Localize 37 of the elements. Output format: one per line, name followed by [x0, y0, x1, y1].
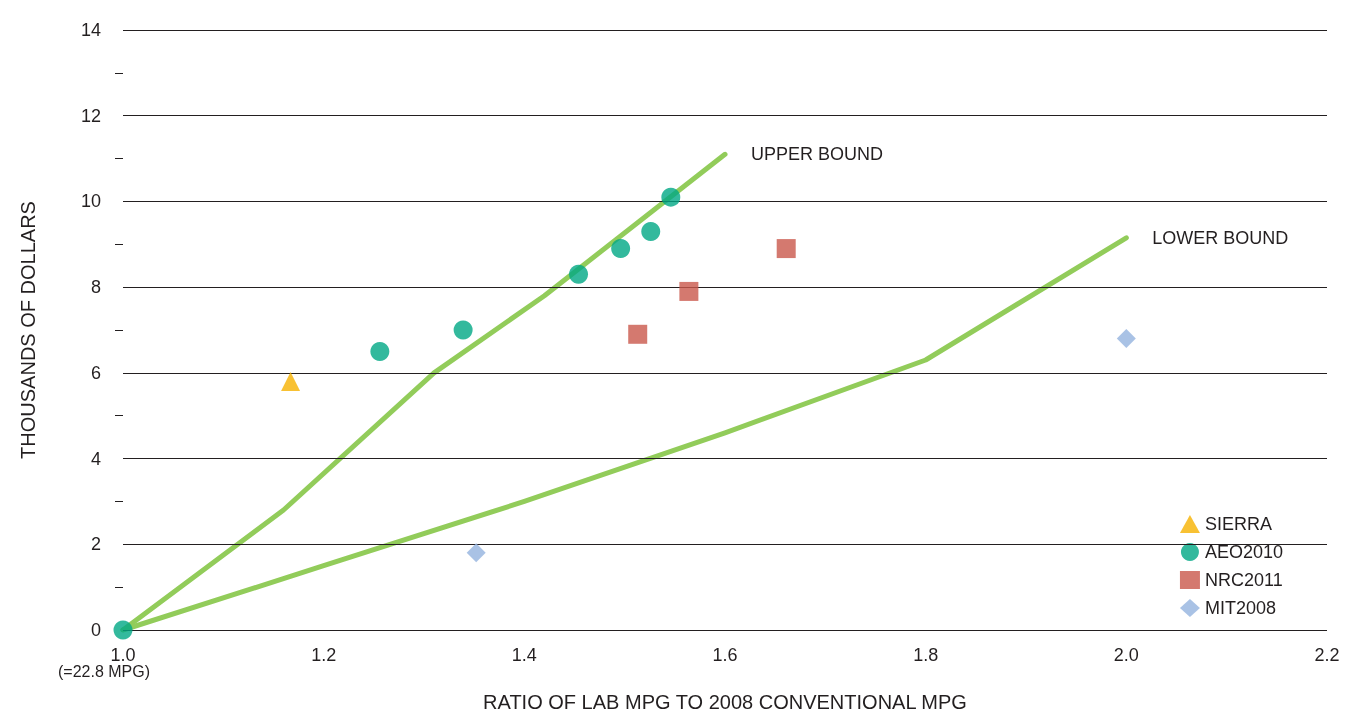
- point: [1116, 329, 1136, 349]
- x-tick-label: 1.4: [511, 645, 537, 665]
- point: [679, 281, 699, 301]
- x-tick-label: 1.2: [311, 645, 337, 665]
- point: [370, 341, 390, 361]
- point: [569, 264, 589, 284]
- y-tick-label: 8: [90, 277, 101, 298]
- x-tick-label: 1.8: [913, 645, 939, 665]
- text: (=22.8 MPG): [58, 662, 151, 680]
- legend-label: AEO2010: [1204, 542, 1284, 562]
- point: [661, 187, 681, 207]
- point: [641, 221, 661, 241]
- y-tick-label: 10: [80, 191, 101, 212]
- x-tick-label: 2.2: [1314, 645, 1340, 665]
- point: [628, 324, 648, 344]
- point: [113, 620, 133, 640]
- point: [466, 543, 486, 563]
- x-axis-title: RATIO OF LAB MPG TO 2008 CONVENTIONAL MPG: [483, 691, 967, 713]
- point: [453, 320, 473, 340]
- x-tick-label: 1.0: [110, 645, 136, 665]
- y-tick-label: 4: [90, 448, 101, 469]
- y-tick-label: 14: [80, 20, 101, 40]
- y-axis-title: THOUSANDS OF DOLLARS: [17, 201, 39, 459]
- legend-label: NRC2011: [1204, 570, 1283, 590]
- legend-label: SIERRA: [1204, 514, 1272, 534]
- y-tick-label: 2: [90, 534, 101, 555]
- y-tick-label: 12: [80, 105, 101, 126]
- point: [281, 371, 301, 391]
- y-tick-label: 0: [90, 620, 101, 640]
- series-label: UPPER BOUND: [751, 144, 884, 165]
- y-tick-label: 6: [90, 362, 101, 383]
- x-tick-label: 1.6: [712, 645, 738, 665]
- point: [776, 239, 796, 259]
- series-label: LOWER BOUND: [1152, 227, 1289, 248]
- legend-label: MIT2008: [1204, 598, 1276, 618]
- point: [611, 239, 631, 259]
- x-tick-label: 2.0: [1113, 645, 1139, 665]
